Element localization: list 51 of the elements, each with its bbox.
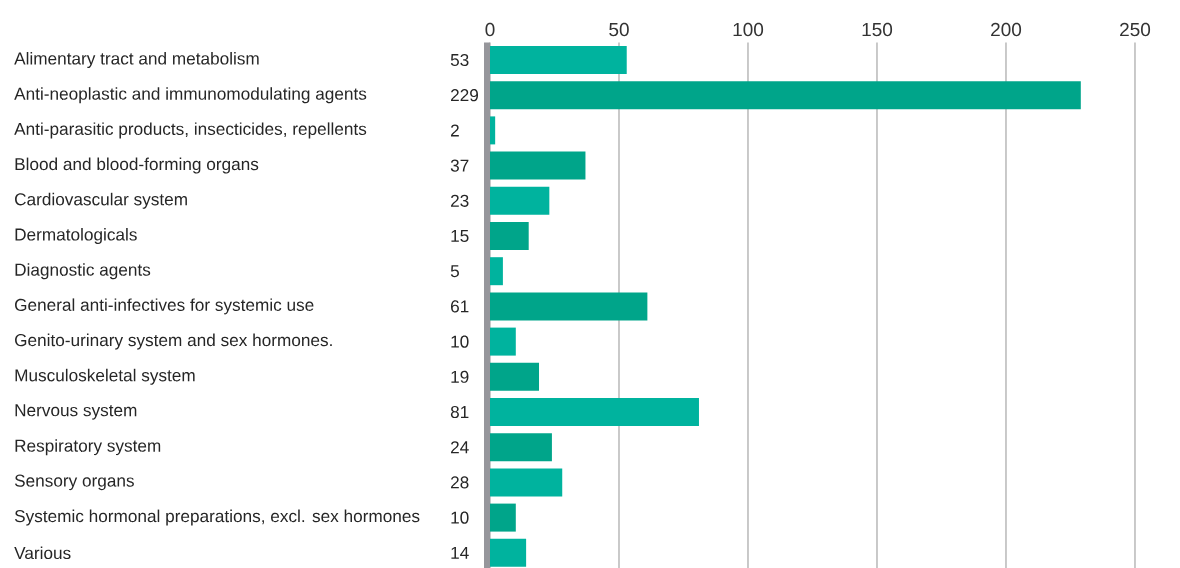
y-tick-label: Alimentary tract and metabolism <box>14 52 259 69</box>
bar <box>490 362 540 391</box>
bar <box>490 468 563 497</box>
bar <box>490 398 699 426</box>
y-tick-label: Blood and blood-forming organs <box>15 157 259 174</box>
y-tick-label: Dermatologicals <box>15 227 137 245</box>
bar <box>490 327 516 356</box>
data-label: 10 <box>451 335 469 348</box>
bar <box>490 81 1081 110</box>
bar <box>490 151 586 180</box>
y-tick-label: Various <box>14 546 71 560</box>
bar <box>490 433 552 462</box>
data-label: 19 <box>451 370 469 383</box>
data-label: 53 <box>450 53 469 67</box>
x-tick-label: 50 <box>609 22 629 37</box>
y-tick-label: Cardiovascular system <box>15 192 187 209</box>
x-tick-label: 100 <box>733 22 764 37</box>
x-tick-label: 200 <box>991 22 1022 37</box>
data-label: 37 <box>450 159 469 172</box>
data-label: 14 <box>451 546 469 559</box>
x-tick-label: 150 <box>862 22 893 37</box>
data-label: 81 <box>450 405 469 419</box>
data-label: 2 <box>451 124 459 137</box>
bar <box>490 46 627 74</box>
bar <box>490 222 529 250</box>
data-label: 5 <box>450 265 459 278</box>
bar <box>490 116 496 145</box>
x-tick-label: 0 <box>485 22 495 37</box>
y-tick-label: Anti-neoplastic and immunomodulating agents <box>14 87 367 104</box>
bar <box>490 257 503 286</box>
bar <box>490 186 550 215</box>
bar <box>490 503 516 532</box>
y-tick-label: Nervous system <box>15 404 137 420</box>
data-label: 15 <box>451 230 469 242</box>
y-tick-label: Sensory organs <box>14 474 134 491</box>
y-tick-label: Diagnostic agents <box>15 263 151 280</box>
y-tick-label: Genito-urinary system and sex hormones. <box>15 333 332 350</box>
y-tick-label: Anti-parasitic products, insecticides, repellents <box>14 122 367 139</box>
bar <box>490 292 648 321</box>
y-tick-label: General anti-infectives for systemic use <box>15 298 314 315</box>
bar <box>490 538 527 567</box>
data-label: 61 <box>451 300 469 313</box>
y-tick-label: Musculoskeletal system <box>15 368 195 385</box>
data-label: 10 <box>451 511 469 524</box>
data-label: 28 <box>451 476 469 489</box>
data-label: 23 <box>451 194 469 207</box>
y-tick-label: Respiratory system <box>15 439 161 456</box>
x-tick-label: 250 <box>1120 22 1151 37</box>
data-label: 24 <box>451 441 469 454</box>
y-tick-label: Systemic hormonal preparations, excl. sex hormones <box>14 509 420 526</box>
data-label: 229 <box>451 89 479 102</box>
